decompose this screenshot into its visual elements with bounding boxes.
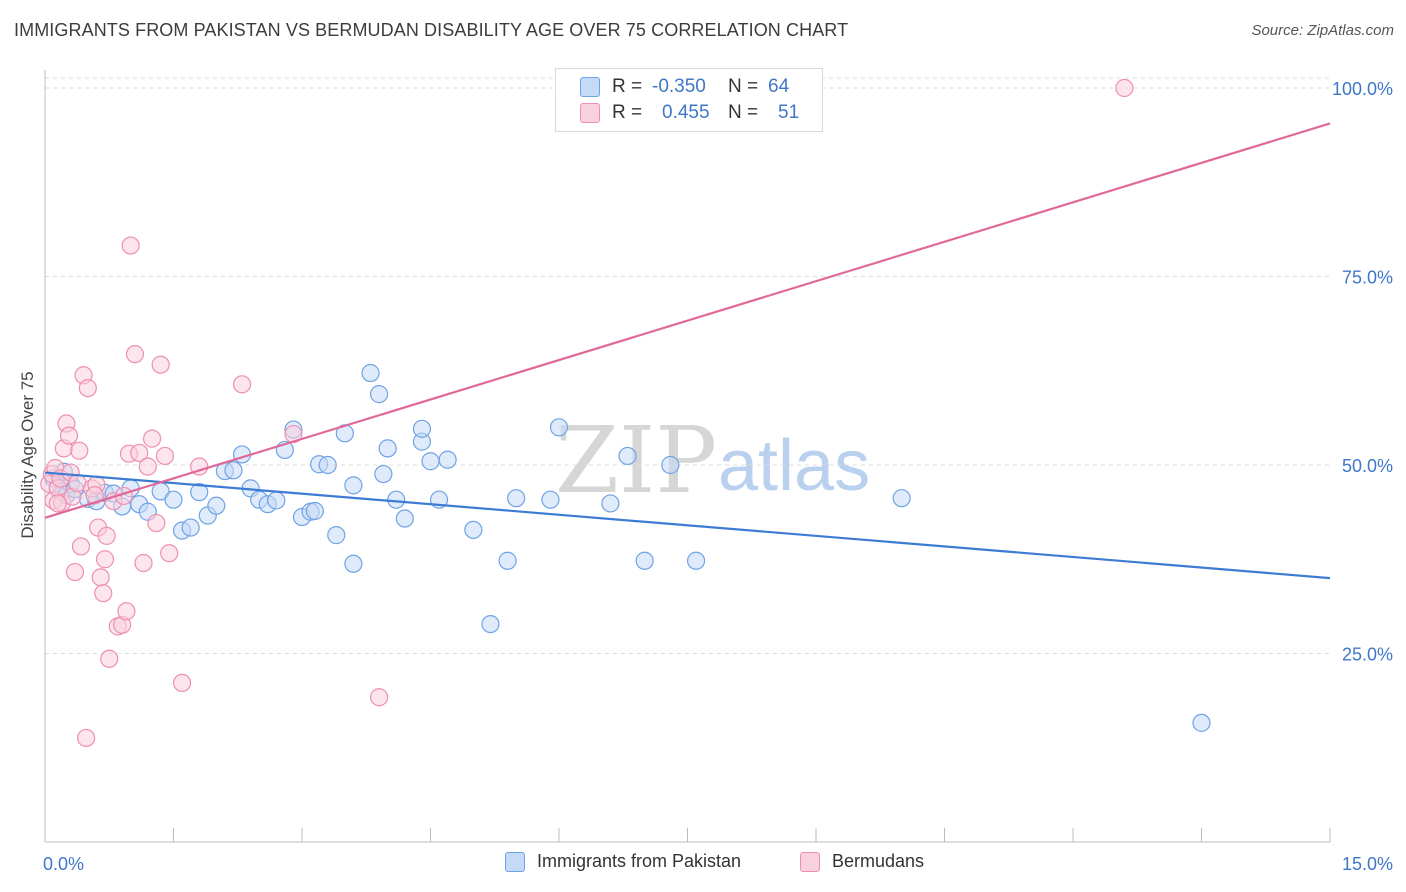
pakistan-point [181,518,200,537]
pakistan-point [327,526,346,545]
legend-r-value: -0.350 [652,76,706,97]
legend-swatch-pakistan [580,77,600,97]
legend-n-label: N = [728,102,759,123]
legend-n-value: 64 [768,76,790,97]
pakistan-point [164,490,183,509]
pakistan-point [224,461,243,480]
bermudan-point [91,568,110,587]
pakistan-point [412,419,432,438]
bermudan-point [151,355,170,374]
legend-n-label: N = [728,76,759,97]
pakistan-point [481,614,500,634]
pakistan-point [507,489,526,508]
series-name-pakistan: Immigrants from Pakistan [537,851,742,871]
pakistan-point [1192,713,1211,732]
bermudan-point [142,429,162,448]
pakistan-point [618,446,637,466]
legend-r-label: R = [612,76,643,97]
pakistan-point [374,464,393,484]
bermudan-point [370,688,389,707]
pakistan-point [344,476,363,495]
bermudan-point [134,553,153,573]
pakistan-point [378,439,397,458]
watermark-zip: ZIP [555,407,717,514]
legend-n-value: 51 [778,102,800,123]
pakistan-point [207,496,226,515]
pakistan-point [661,455,680,475]
series-swatch-bermudans [800,851,820,872]
bermudan-point [100,649,119,668]
pakistan-point [549,418,569,437]
bermudan-point [125,345,145,364]
pakistan-point [498,551,517,570]
y-tick-label: 25.0% [1342,645,1393,665]
pakistan-point [361,363,380,383]
pakistan-point [421,452,440,471]
pakistan-point [635,551,654,570]
bermudan-trend-line [44,122,1331,519]
legend-swatch-bermudans [580,103,600,123]
legend-row-pakistan: R = -0.350 N = 64 [580,74,808,100]
bermudan-point [59,426,79,445]
bermudan-point [147,513,166,533]
bermudan-point [48,494,67,513]
pakistan-point [387,490,406,509]
pakistan-point [464,520,483,539]
bermudan-point [130,443,149,463]
x-tick-label: 15.0% [1342,854,1393,874]
pakistan-point [395,509,414,528]
series-name-bermudans: Bermudans [832,851,925,871]
bermudan-point [117,602,136,621]
correlation-legend: R = -0.350 N = 64 R = 0.455 N = 51 [555,68,823,132]
bermudan-point [121,236,140,255]
series-legend-pakistan: Immigrants from Pakistan [505,851,741,872]
y-tick-label: 50.0% [1342,456,1393,476]
bermudan-point [95,550,115,569]
bermudan-point [160,544,179,563]
pakistan-point [305,501,324,521]
bermudan-point [138,457,157,476]
y-tick-label: 100.0% [1332,79,1393,99]
bermudan-point [70,441,89,460]
legend-row-bermudans: R = 0.455 N = 51 [580,100,818,126]
bermudan-point [172,673,192,693]
bermudan-point [94,584,113,603]
x-tick-label: 0.0% [43,854,84,874]
pakistan-point [892,489,911,508]
pakistan-point [438,450,457,469]
pakistan-point [686,551,706,570]
bermudan-point [71,537,91,556]
bermudan-point [1115,78,1134,98]
pakistan-point [601,494,620,513]
bermudan-point [78,378,97,398]
pakistan-point [344,554,363,573]
bermudan-point [97,526,116,545]
pakistan-trend-line [44,471,1331,580]
series-legend-bermudans: Bermudans [800,851,924,872]
watermark-atlas: atlas [718,426,870,506]
bermudan-point [232,375,252,394]
series-swatch-pakistan [505,851,525,872]
legend-r-label: R = [612,102,643,123]
y-tick-label: 75.0% [1342,268,1393,288]
pakistan-point [190,483,209,502]
bermudan-point [77,728,96,748]
legend-r-value: 0.455 [662,102,710,123]
series-legend: Immigrants from Pakistan Bermudans [0,851,1406,877]
bermudan-point [155,446,175,466]
pakistan-point [370,385,389,404]
chart-title: IMMIGRANTS FROM PAKISTAN VS BERMUDAN DIS… [14,20,849,40]
pakistan-point [267,491,286,510]
bermudan-point [65,562,85,582]
pakistan-point [541,490,560,509]
pakistan-point [318,455,337,475]
chart-source: Source: ZipAtlas.com [1251,22,1394,39]
